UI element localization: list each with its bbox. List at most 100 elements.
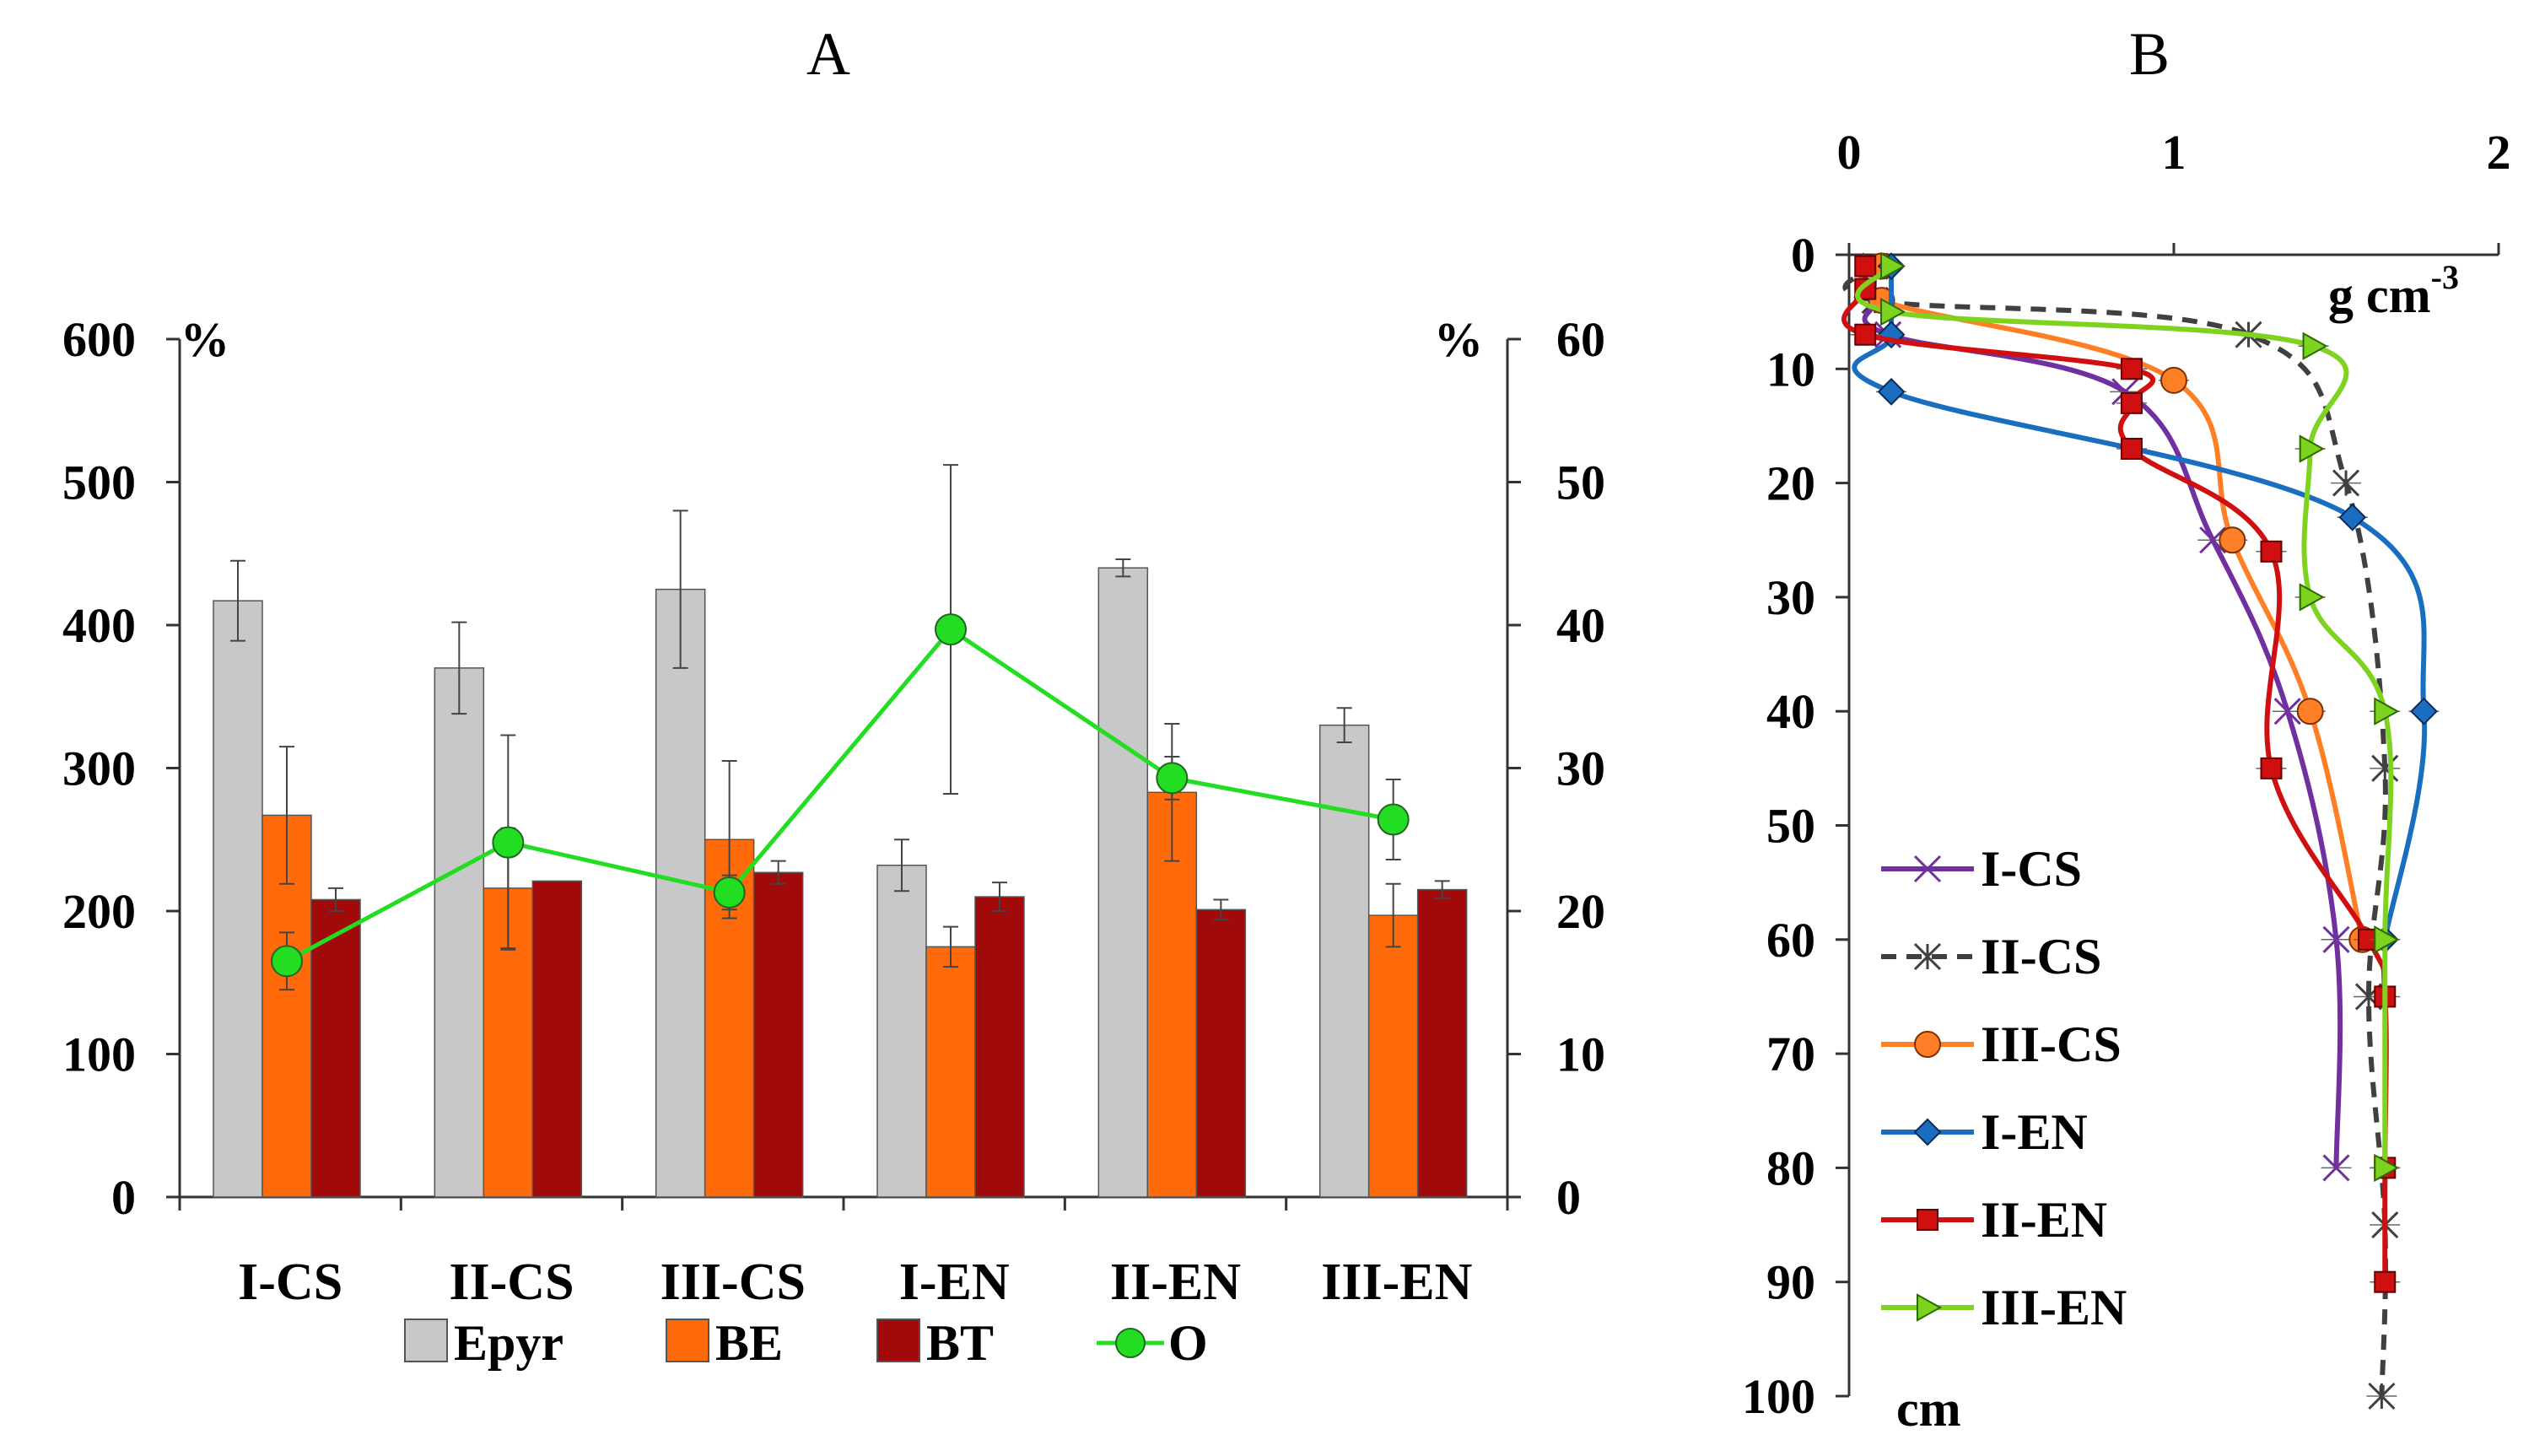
panel-a-left-unit: % bbox=[181, 312, 229, 367]
bar bbox=[1416, 888, 1468, 1198]
y-tick-label: 100 bbox=[62, 1027, 136, 1082]
y-tick-label: 20 bbox=[1766, 456, 1815, 511]
marker-circle bbox=[2219, 526, 2246, 554]
x-tick-label: I-EN bbox=[899, 1254, 1010, 1311]
x-tick-label: I-CS bbox=[238, 1254, 342, 1311]
marker-triangle bbox=[2374, 1153, 2400, 1183]
marker-diamond bbox=[1913, 1118, 1942, 1146]
legend-label: I-EN bbox=[1981, 1104, 2088, 1160]
profile-line bbox=[1852, 266, 2428, 941]
y-tick-label: 500 bbox=[62, 456, 136, 510]
marker-square bbox=[2120, 391, 2143, 414]
marker-square bbox=[1854, 323, 1877, 346]
marker-triangle bbox=[1917, 1293, 1943, 1322]
marker-triangle bbox=[2374, 697, 2400, 725]
marker-x-stroke bbox=[2322, 925, 2350, 953]
x-tick-label: 0 bbox=[1837, 125, 1862, 180]
legend-label: BE bbox=[715, 1315, 783, 1371]
marker-triangle bbox=[1880, 297, 1906, 326]
y-tick-label: 60 bbox=[1766, 913, 1815, 968]
y-tick-label: 90 bbox=[1766, 1255, 1815, 1310]
marker-star bbox=[2332, 469, 2360, 497]
legend-marker bbox=[1115, 1328, 1146, 1358]
y-tick-label: 0 bbox=[1791, 228, 1815, 283]
y2-tick-label: 10 bbox=[1556, 1027, 1605, 1082]
panel-a-right-unit: % bbox=[1434, 312, 1483, 367]
panel-b-x-unit: g cm-3 bbox=[2328, 258, 2459, 323]
y2-tick-label: 20 bbox=[1556, 884, 1605, 939]
legend-label: II-CS bbox=[1981, 929, 2101, 984]
marker-diamond bbox=[1877, 377, 1906, 406]
marker-x bbox=[1913, 855, 1942, 883]
bar bbox=[876, 865, 927, 1198]
marker-square bbox=[2374, 1270, 2397, 1293]
y-tick-label: 10 bbox=[1766, 342, 1815, 396]
panel-a-title: A bbox=[806, 20, 850, 88]
marker-triangle bbox=[2299, 434, 2325, 463]
marker-x-stroke bbox=[2322, 1154, 2350, 1182]
marker-x bbox=[2322, 925, 2350, 953]
bar bbox=[752, 871, 804, 1198]
y2-tick-label: 60 bbox=[1556, 312, 1605, 367]
legend-label: Epyr bbox=[454, 1315, 563, 1371]
o-series-line bbox=[285, 626, 1394, 963]
y-tick-label: 80 bbox=[1766, 1141, 1815, 1195]
marker-square bbox=[2120, 358, 2143, 380]
bar bbox=[925, 946, 976, 1198]
bar bbox=[1195, 909, 1247, 1198]
y-tick-label: 300 bbox=[62, 741, 136, 796]
marker-square bbox=[1854, 255, 1877, 278]
x-tick-label: III-EN bbox=[1321, 1254, 1472, 1311]
y-tick-label: 50 bbox=[1766, 799, 1815, 854]
legend-swatch bbox=[666, 1318, 709, 1362]
bar bbox=[531, 880, 583, 1198]
y-tick-label: 600 bbox=[62, 312, 136, 367]
o-point bbox=[492, 826, 525, 859]
marker-triangle bbox=[2299, 583, 2325, 612]
marker-star bbox=[2368, 1382, 2396, 1410]
bar bbox=[213, 600, 263, 1198]
marker-x-stroke bbox=[1913, 855, 1942, 883]
marker-star bbox=[1913, 942, 1942, 971]
legend-label: III-EN bbox=[1981, 1280, 2127, 1335]
legend-swatch bbox=[404, 1318, 448, 1362]
bar bbox=[310, 898, 361, 1198]
y-tick-label: 0 bbox=[111, 1170, 136, 1225]
marker-circle bbox=[1914, 1031, 1941, 1058]
panel-b-legend: I-CS II-CS III-CS I-EN II-EN III-EN bbox=[1881, 841, 2127, 1335]
o-point bbox=[935, 613, 967, 646]
marker-circle bbox=[2296, 698, 2324, 725]
y-tick-label: 100 bbox=[1742, 1369, 1815, 1424]
legend-label: II-EN bbox=[1981, 1192, 2107, 1248]
marker-square bbox=[1917, 1209, 1938, 1231]
panel-a-legend: Epyr BE BT O bbox=[404, 1315, 1208, 1371]
bar bbox=[1318, 724, 1370, 1198]
y-tick-label: 30 bbox=[1766, 570, 1815, 625]
panel-a-o-line bbox=[271, 464, 1410, 991]
bar bbox=[1367, 914, 1419, 1198]
marker-x bbox=[2322, 1154, 2350, 1182]
panel-a-bars bbox=[213, 510, 1468, 1198]
bar bbox=[434, 667, 485, 1198]
marker-triangle bbox=[1880, 251, 1906, 281]
marker-triangle bbox=[2302, 332, 2328, 360]
o-point bbox=[713, 876, 746, 909]
y2-tick-label: 0 bbox=[1556, 1170, 1581, 1225]
marker-x bbox=[2273, 698, 2301, 725]
legend-swatch bbox=[876, 1318, 920, 1362]
y2-tick-label: 30 bbox=[1556, 741, 1605, 796]
legend-label: I-CS bbox=[1981, 841, 2082, 897]
marker-square bbox=[2120, 438, 2143, 461]
x-tick-label: 2 bbox=[2487, 125, 2511, 180]
marker-square bbox=[2260, 757, 2283, 779]
x-tick-label: 1 bbox=[2162, 125, 2186, 180]
panel-b-y-unit: cm bbox=[1896, 1381, 1961, 1437]
o-point bbox=[1156, 762, 1189, 795]
x-tick-label: II-CS bbox=[449, 1254, 574, 1311]
legend-label: III-CS bbox=[1981, 1017, 2122, 1072]
profile-line bbox=[1855, 265, 2394, 1168]
y-tick-label: 70 bbox=[1766, 1027, 1815, 1081]
marker-diamond bbox=[2410, 697, 2438, 725]
